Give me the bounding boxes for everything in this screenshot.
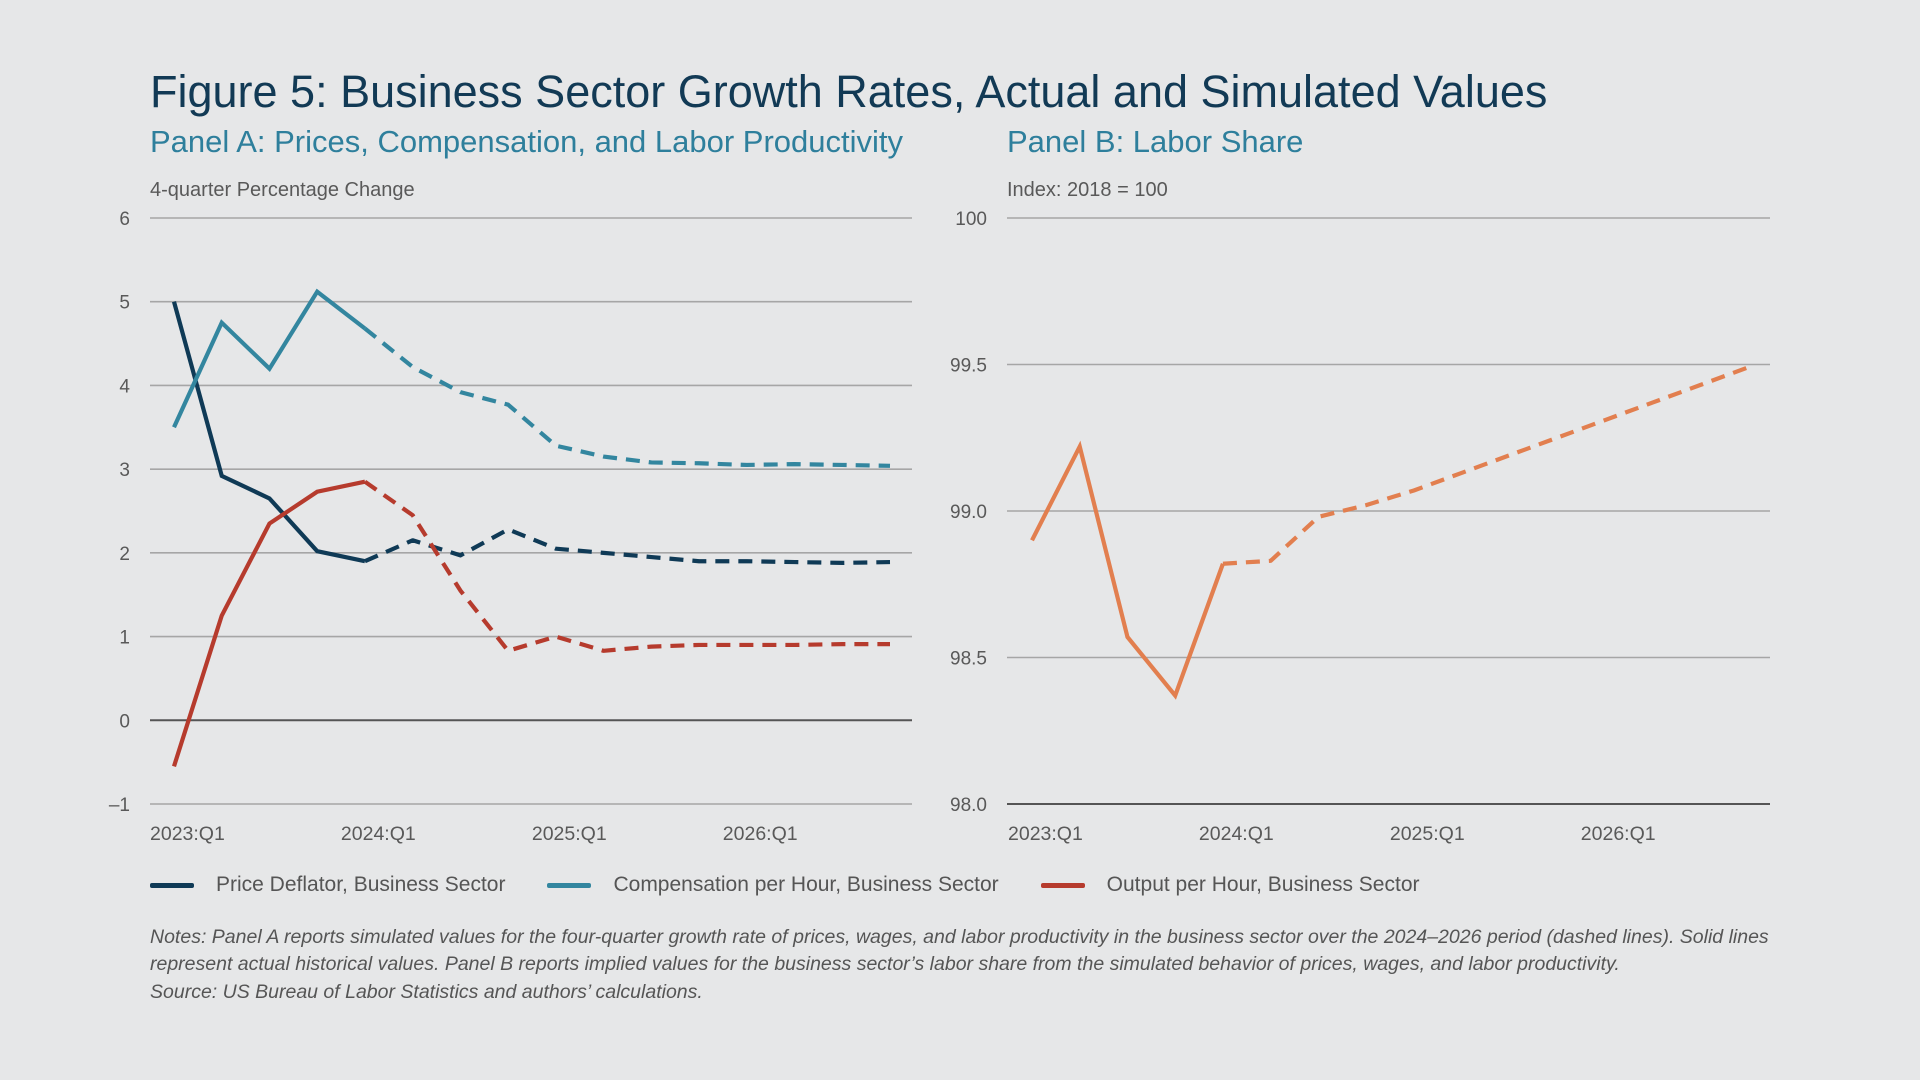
panel-a-x-tick-label: 2026:Q1 — [723, 823, 798, 845]
panel-a-y-tick-label: –1 — [109, 795, 130, 816]
legend-label-compensation: Compensation per Hour, Business Sector — [613, 873, 999, 896]
legend-swatch-compensation — [547, 882, 592, 888]
panel-a-y-tick-label: 5 — [119, 293, 130, 314]
panel-b-x-tick-label: 2023:Q1 — [1008, 823, 1083, 845]
legend-item-price: Price Deflator, Business Sector — [150, 873, 505, 897]
panel-a-y-tick-label: 6 — [119, 209, 130, 230]
panel-a-y-tick-label: 0 — [119, 711, 130, 732]
legend-swatch-price — [150, 882, 194, 888]
panel-a-series-price-actual — [171, 301, 366, 564]
panel-b-x-tick-label: 2025:Q1 — [1390, 823, 1465, 845]
panel-a-x-tick-label: 2024:Q1 — [341, 823, 416, 845]
panel-a-y-tick-label: 2 — [119, 544, 130, 565]
legend: Price Deflator, Business Sector Compensa… — [150, 873, 1462, 897]
panel-b-x-tick-label: 2024:Q1 — [1199, 823, 1274, 845]
figure-title: Figure 5: Business Sector Growth Rates, … — [150, 66, 1548, 117]
panel-b-series-labor_share-simulated — [1222, 365, 1749, 566]
panel-b-y-tick-label: 98.0 — [950, 795, 987, 816]
panel-a-title: Panel A: Prices, Compensation, and Labor… — [150, 124, 904, 159]
panel-a-x-tick-label: 2025:Q1 — [532, 823, 607, 845]
panel-a-axis-unit: 4-quarter Percentage Change — [150, 179, 415, 201]
panel-a-y-tick-label: 3 — [119, 460, 130, 481]
panel-a-x-tick-label: 2023:Q1 — [150, 823, 225, 845]
panel-a-series-comp-simulated — [363, 326, 891, 468]
panel-b-y-tick-label: 98.5 — [950, 649, 987, 670]
panel-b-y-tick-label: 100 — [955, 209, 987, 230]
legend-item-output: Output per Hour, Business Sector — [1040, 873, 1420, 897]
panel-b-y-tick-label: 99.0 — [950, 502, 987, 523]
panel-a-series-price-simulated — [364, 527, 891, 566]
panel-b-y-tick-label: 99.5 — [950, 356, 987, 377]
panel-a-y-tick-label: 1 — [119, 628, 130, 649]
panel-a-series-output-simulated — [363, 479, 890, 653]
panel-a-series-output-actual — [171, 479, 366, 767]
legend-label-price: Price Deflator, Business Sector — [216, 873, 506, 896]
charts-canvas: 6 5 4 3 2 1 0 –1 2023:Q1 2024:Q1 2025:Q1 2026:Q1 100… — [109, 209, 1770, 845]
panel-b-title: Panel B: Labor Share — [1007, 124, 1304, 159]
legend-swatch-output — [1040, 882, 1085, 888]
panel-a-y-tick-label: 4 — [119, 376, 130, 397]
legend-item-compensation: Compensation per Hour, Business Sector — [547, 873, 999, 897]
panel-a-series-comp-actual — [172, 288, 367, 429]
legend-label-output: Output per Hour, Business Sector — [1106, 873, 1420, 896]
panel-b-axis-unit: Index: 2018 = 100 — [1007, 179, 1168, 201]
panel-b-x-tick-label: 2026:Q1 — [1581, 823, 1656, 845]
chart-source: Source: US Bureau of Labor Statistics an… — [150, 981, 703, 1003]
panel-b-series-labor_share-actual — [1030, 440, 1225, 700]
chart-notes: Notes: Panel A reports simulated values … — [150, 926, 1769, 975]
